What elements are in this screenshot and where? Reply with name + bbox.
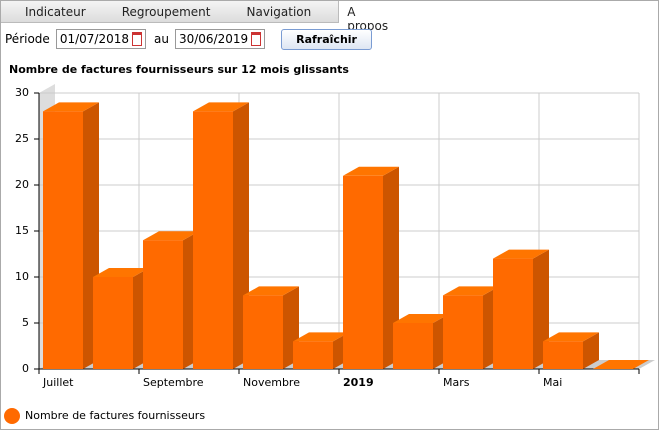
bar-face xyxy=(343,166,399,176)
bar-face xyxy=(293,332,349,342)
y-tick-label: 15 xyxy=(15,224,29,237)
bar-face xyxy=(383,166,399,369)
bar xyxy=(343,166,399,369)
bar xyxy=(243,286,299,369)
bar-face xyxy=(443,295,483,369)
menu-item[interactable]: A propos xyxy=(347,5,389,33)
bar xyxy=(43,102,99,370)
y-tick-label: 10 xyxy=(15,270,29,283)
bar xyxy=(493,249,549,369)
bar-face xyxy=(243,295,283,369)
chart-title: Nombre de factures fournisseurs sur 12 m… xyxy=(9,63,349,76)
bar-face xyxy=(193,111,233,370)
legend-marker xyxy=(4,408,20,424)
x-tick-label: Mars xyxy=(443,376,470,389)
calendar-icon[interactable] xyxy=(251,32,262,46)
bar-face xyxy=(543,341,583,369)
separator: au xyxy=(153,32,169,46)
bar-face xyxy=(43,102,99,112)
x-tick-label: Juillet xyxy=(42,376,74,389)
menu-item[interactable]: Regroupement xyxy=(121,5,211,19)
bar-face xyxy=(293,341,333,369)
calendar-icon[interactable] xyxy=(131,32,142,46)
period-form: Période 01/07/2018 au 30/06/2019 Rafraîc… xyxy=(5,28,372,50)
bar xyxy=(93,268,149,369)
bar xyxy=(443,286,499,369)
x-tick-label: 2019 xyxy=(343,376,374,389)
bar-face xyxy=(583,332,599,369)
bar xyxy=(193,102,249,370)
menu-item[interactable]: Navigation xyxy=(246,5,312,19)
x-tick-label: Septembre xyxy=(143,376,204,389)
y-tick-label: 20 xyxy=(15,178,29,191)
bar-face xyxy=(43,111,83,370)
bar-face xyxy=(493,258,533,369)
bar-face xyxy=(393,314,449,323)
bar xyxy=(293,332,349,369)
y-tick-label: 30 xyxy=(15,86,29,99)
start-date-text: 01/07/2018 xyxy=(59,32,129,46)
y-tick-label: 5 xyxy=(22,316,29,329)
start-date[interactable]: 01/07/2018 xyxy=(55,29,146,49)
end-date-text: 30/06/2019 xyxy=(178,32,249,46)
bar xyxy=(393,314,449,369)
bar-face xyxy=(93,277,133,369)
bar-face xyxy=(543,332,599,342)
refresh-button[interactable]: Rafraîchir xyxy=(281,28,372,50)
bar-face xyxy=(533,249,549,369)
legend-label: Nombre de factures fournisseurs xyxy=(25,409,205,422)
y-tick-label: 25 xyxy=(15,132,29,145)
y-tick-label: 0 xyxy=(22,362,29,375)
bar-face xyxy=(343,175,383,369)
x-tick-label: Novembre xyxy=(243,376,300,389)
bar-face xyxy=(93,268,149,277)
bar-face xyxy=(243,286,299,296)
bar-face xyxy=(493,249,549,259)
bar-face xyxy=(143,240,183,369)
bar xyxy=(593,360,649,369)
period-label: Période xyxy=(5,32,50,46)
bar-face xyxy=(443,286,499,296)
bar xyxy=(143,231,199,369)
end-date[interactable]: 30/06/2019 xyxy=(174,29,266,49)
menu-item[interactable]: Indicateur xyxy=(25,5,86,19)
bar-face xyxy=(593,360,649,369)
bar-face xyxy=(393,323,433,369)
bar-face xyxy=(143,231,199,241)
menu-bar: Indicateur Regroupement Navigation A pro… xyxy=(1,1,388,33)
x-tick-label: Mai xyxy=(543,376,562,389)
bar-face xyxy=(193,102,249,112)
bar xyxy=(543,332,599,369)
